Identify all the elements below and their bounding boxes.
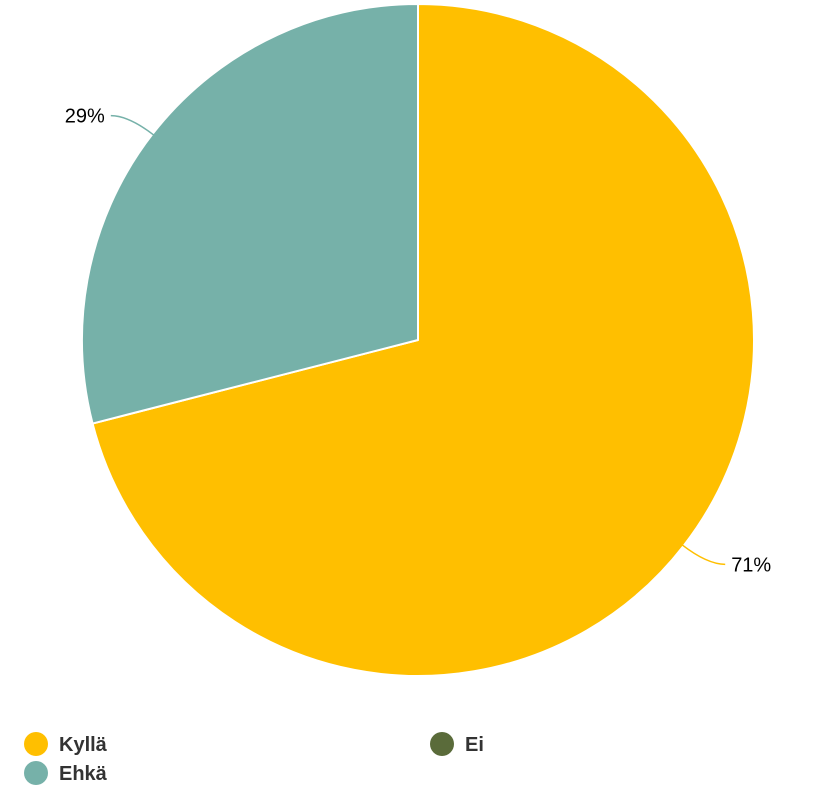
legend-item-kylla[interactable]: Kyllä (24, 732, 108, 756)
legend-item-ei[interactable]: Ei (430, 732, 484, 756)
leader-line-kylla (681, 544, 726, 566)
legend-marker-ei (430, 732, 454, 756)
data-labels: 71% 29% (65, 106, 772, 577)
legend-label-ei: Ei (465, 734, 484, 756)
legend: Kyllä Ehkä Ei (24, 732, 484, 785)
leader-line-ehka (110, 114, 155, 136)
leader-lines (110, 114, 726, 566)
data-label-kylla: 71% (731, 554, 771, 576)
legend-label-kylla: Kyllä (59, 734, 108, 756)
legend-label-ehka: Ehkä (59, 763, 108, 785)
legend-marker-ehka (24, 761, 48, 785)
pie-slices (81, 3, 755, 677)
data-label-ehka: 29% (65, 106, 105, 128)
legend-item-ehka[interactable]: Ehkä (24, 761, 108, 785)
legend-marker-kylla (24, 732, 48, 756)
